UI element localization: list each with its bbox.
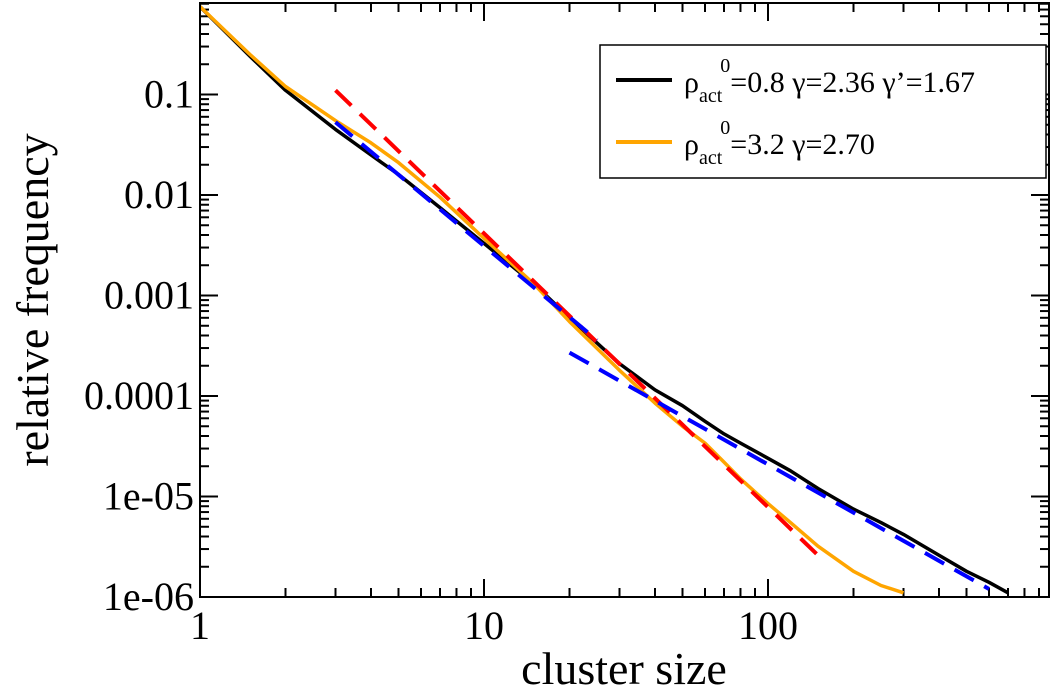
series-fit-blue-small	[334, 120, 599, 342]
legend-label-rho32: ρact0=3.2 γ=2.70	[684, 117, 875, 169]
plot-series	[200, 5, 1009, 595]
x-tick-label: 100	[738, 603, 798, 648]
y-tick-label: 0.0001	[84, 373, 194, 418]
series-fit-red	[334, 88, 820, 557]
plot-frame	[199, 2, 1050, 598]
x-tick-label: 10	[464, 603, 504, 648]
y-tick-label: 0.1	[144, 72, 194, 117]
series-rho08	[200, 5, 1009, 595]
y-tick-label: 1e-05	[103, 474, 194, 519]
series-rho32	[200, 5, 905, 595]
y-tick-label: 0.001	[104, 273, 194, 318]
legend-box	[599, 44, 1047, 179]
y-tick-label: 0.01	[124, 172, 194, 217]
series-fit-blue-large	[568, 350, 990, 591]
legend-label-rho08: ρact0=0.8 γ=2.36 γ’=1.67	[684, 55, 975, 107]
x-tick-label: 1	[190, 603, 210, 648]
y-axis-title: relative frequency	[7, 133, 58, 466]
legend: ρact0=0.8 γ=2.36 γ’=1.67 ρact0=3.2 γ=2.7…	[599, 44, 1047, 179]
x-axis-title: cluster size	[521, 643, 727, 692]
tick-labels: 1 10 100 0.1 0.01 0.001 0.0001 1e-05 1e-06	[84, 72, 798, 649]
y-tick-label: 1e-06	[103, 574, 194, 619]
